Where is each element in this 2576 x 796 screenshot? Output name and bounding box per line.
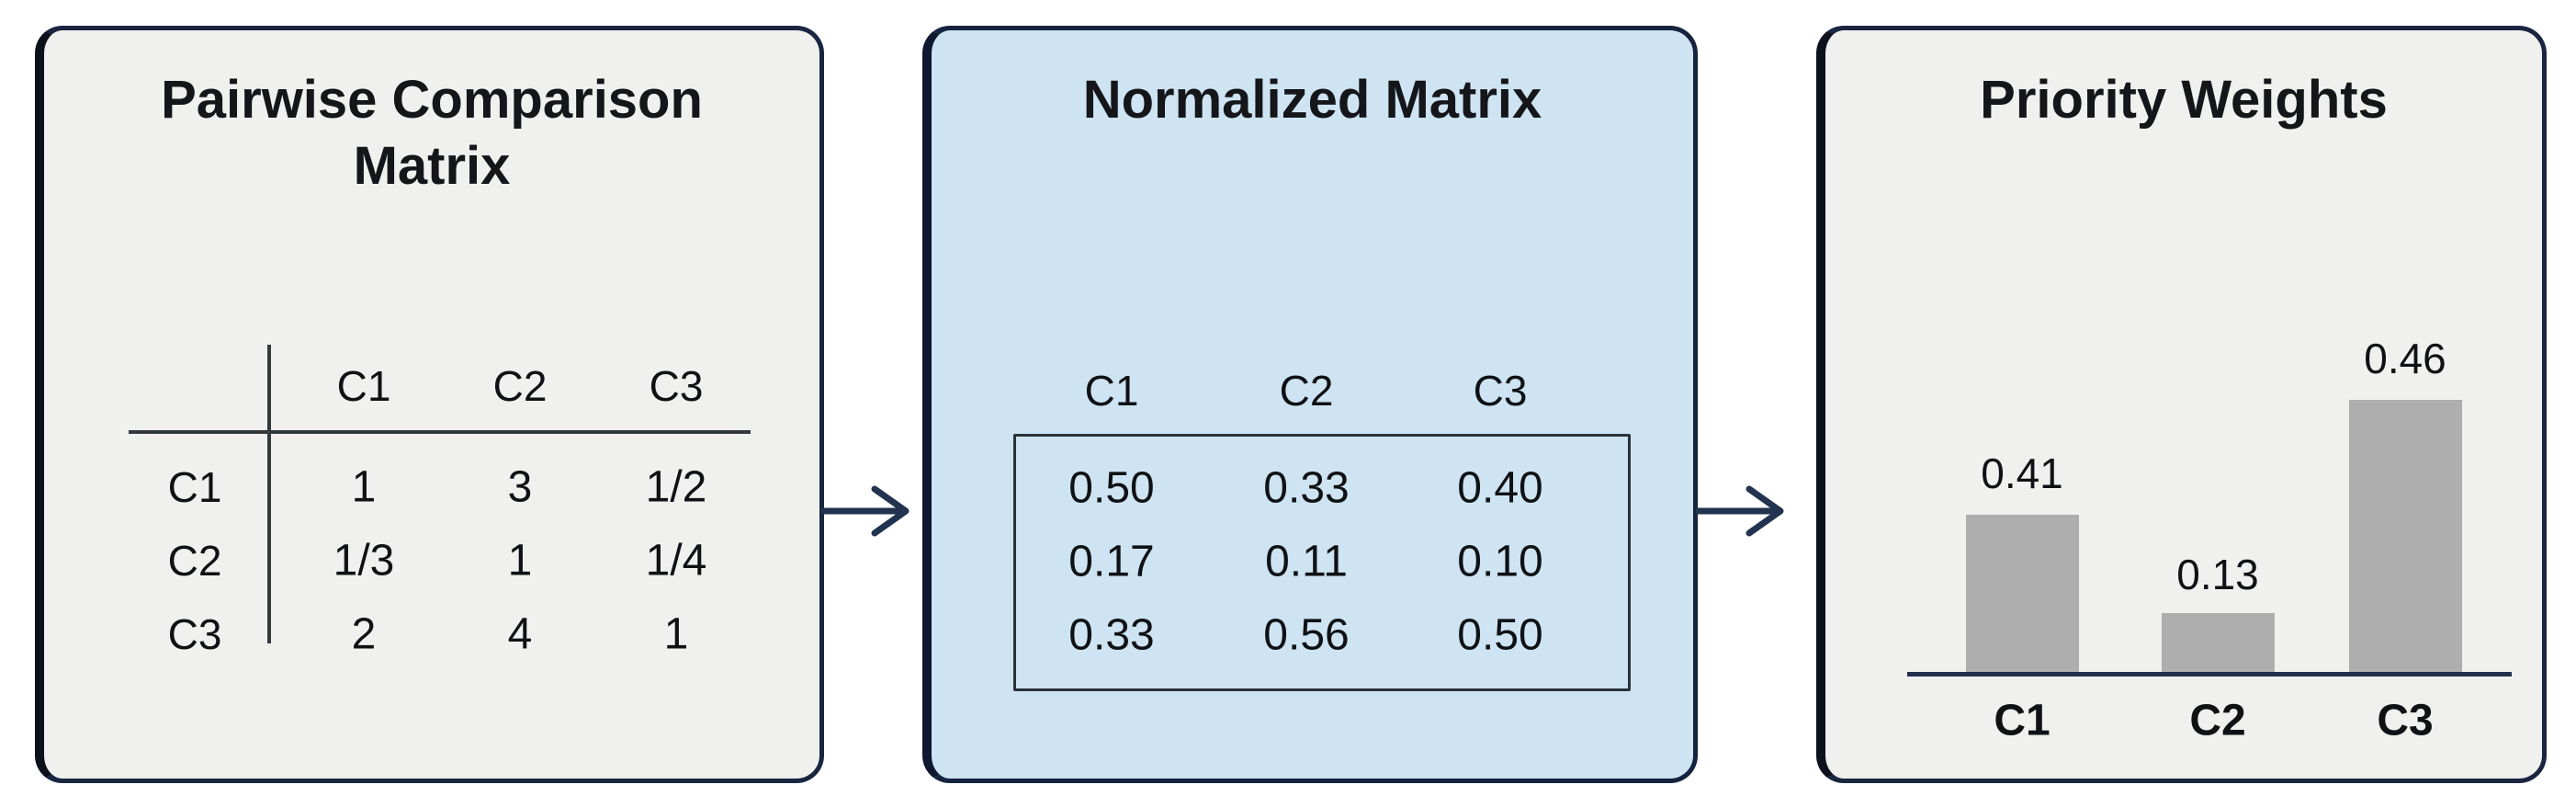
bar-c3 xyxy=(2349,400,2462,672)
col-header: C2 xyxy=(492,362,548,410)
bar-value-label: 0.41 xyxy=(1981,449,2063,497)
col-header: C2 xyxy=(1279,367,1334,415)
x-axis-line xyxy=(1907,672,2512,677)
matrix-cell: 0.17 xyxy=(1068,537,1155,586)
flow-arrow-icon xyxy=(1696,485,1784,537)
col-header: C1 xyxy=(1084,367,1139,415)
bar-c2 xyxy=(2162,613,2275,672)
matrix-cell: 1/4 xyxy=(645,536,707,586)
pairwise-title-line-2: Matrix xyxy=(353,136,511,196)
normalized-panel-title: Normalized Matrix xyxy=(1082,70,1542,130)
pairwise-title-line-1: Pairwise Comparison xyxy=(161,70,703,130)
priority-panel-title: Priority Weights xyxy=(1980,70,2388,130)
matrix-cell: 0.33 xyxy=(1263,463,1350,513)
matrix-cell: 4 xyxy=(507,609,533,659)
matrix-cell: 1 xyxy=(507,536,533,586)
pairwise-comparison-panel: Pairwise Comparison Matrix C1 C2 C3 C1 C… xyxy=(35,26,824,783)
matrix-cell: 0.10 xyxy=(1457,537,1543,586)
col-header: C3 xyxy=(649,362,704,410)
matrix-cell: 0.11 xyxy=(1265,537,1348,586)
matrix-cell: 2 xyxy=(351,609,377,659)
matrix-cell: 1 xyxy=(663,609,689,659)
matrix-cell: 3 xyxy=(507,462,533,512)
table-divider-vertical xyxy=(267,345,271,643)
matrix-cell: 0.50 xyxy=(1068,463,1155,513)
col-header: C1 xyxy=(336,362,391,410)
row-label: C1 xyxy=(167,463,222,511)
table-divider-horizontal xyxy=(129,430,751,434)
normalized-matrix-panel: Normalized Matrix C1 C2 C3 0.50 0.33 0.4… xyxy=(922,26,1698,783)
col-header: C3 xyxy=(1473,367,1528,415)
matrix-cell: 0.56 xyxy=(1263,610,1350,660)
matrix-cell: 1/2 xyxy=(645,462,707,512)
matrix-border-box xyxy=(1013,434,1631,691)
pairwise-panel-title: Pairwise Comparison Matrix xyxy=(44,67,819,199)
matrix-cell: 1/3 xyxy=(333,536,395,586)
bar-value-label: 0.13 xyxy=(2176,551,2259,598)
row-label: C3 xyxy=(167,610,222,658)
x-axis-category: C1 xyxy=(1994,696,2051,745)
matrix-cell: 1 xyxy=(351,462,377,512)
bar-value-label: 0.46 xyxy=(2364,335,2446,382)
matrix-cell: 0.40 xyxy=(1457,463,1543,513)
x-axis-category: C3 xyxy=(2377,696,2434,745)
matrix-cell: 0.50 xyxy=(1457,610,1543,660)
bar-c1 xyxy=(1966,515,2079,672)
row-label: C2 xyxy=(167,537,222,585)
x-axis-category: C2 xyxy=(2189,696,2246,745)
matrix-cell: 0.33 xyxy=(1068,610,1155,660)
priority-weights-panel: Priority Weights 0.41 0.13 0.46 C1 C2 C3 xyxy=(1816,26,2547,783)
flow-arrow-icon xyxy=(821,485,910,537)
